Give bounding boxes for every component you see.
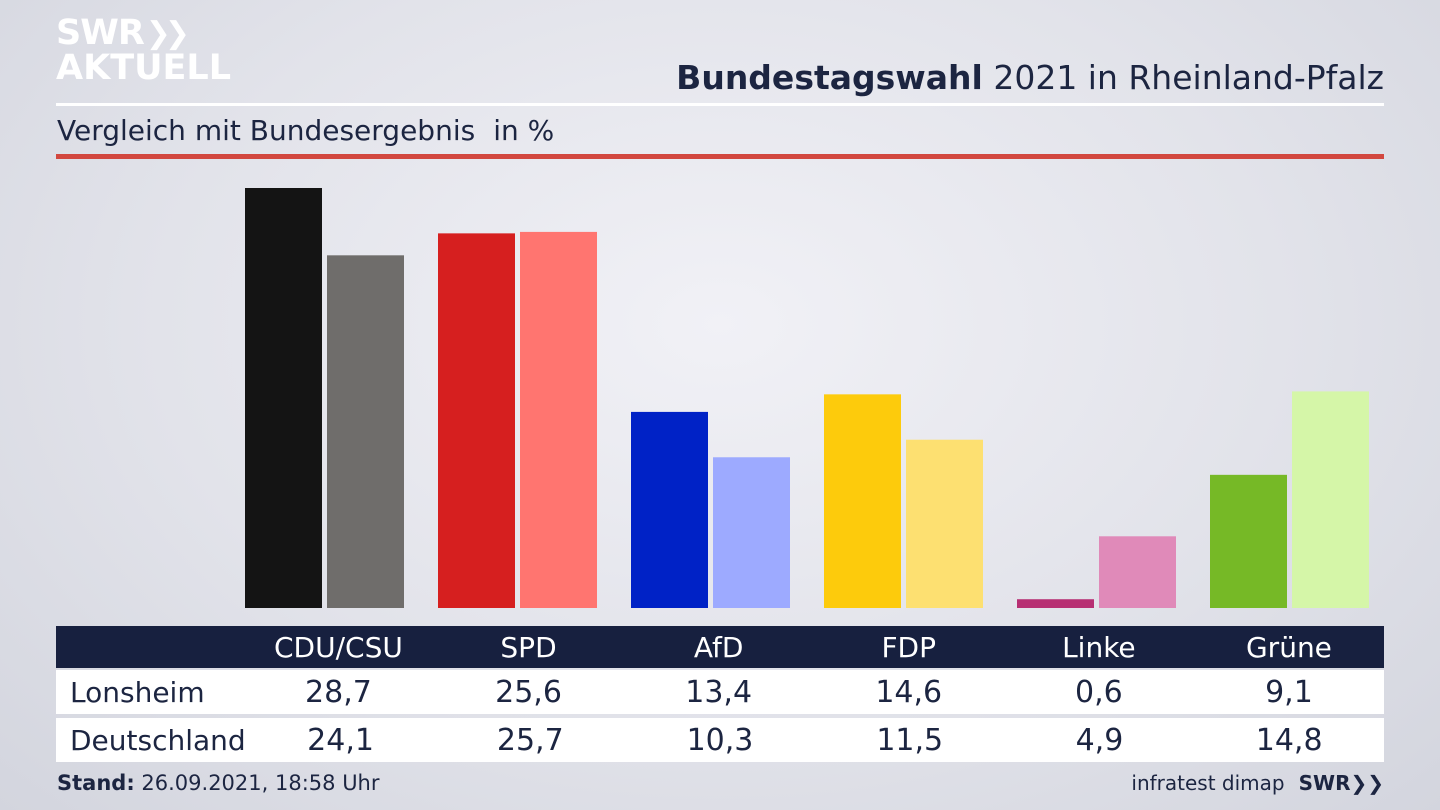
table-cell: 0,6 [1074, 674, 1123, 710]
table-cell: 9,1 [1265, 674, 1313, 710]
table-cell: 10,3 [686, 722, 754, 758]
row-label: Lonsheim [70, 675, 205, 709]
bar-lonsheim-2 [631, 411, 708, 608]
party-header-gruene: Grüne [1245, 630, 1332, 664]
source-text: infratest dimap [1131, 771, 1285, 795]
party-header-afd: AfD [693, 630, 744, 664]
header-divider [56, 103, 1384, 106]
table-cell: 14,6 [875, 674, 943, 710]
table-cell: 24,1 [307, 722, 374, 758]
unit-label: in % [493, 114, 555, 147]
title-bold: Bundestagswahl [676, 58, 983, 97]
table-cell: 14,8 [1255, 722, 1323, 758]
bar-lonsheim-5 [1210, 474, 1287, 608]
table-row-deutschland: Deutschland 24,1 25,7 10,3 11,5 4,9 14,8 [56, 718, 1384, 762]
bar-deutschland-5 [1292, 391, 1369, 608]
bar-lonsheim-1 [438, 233, 515, 609]
results-table: CDU/CSU SPD AfD FDP Linke Grüne Lonsheim… [56, 626, 1384, 762]
timestamp: Stand: 26.09.2021, 18:58 Uhr [57, 771, 380, 795]
title-rest: 2021 in Rheinland-Pfalz [993, 58, 1384, 97]
chevron-double-icon: ❯❯ [145, 15, 190, 51]
party-header-linke: Linke [1062, 630, 1136, 664]
bar-deutschland-4 [1099, 536, 1176, 608]
table-cell: 25,7 [496, 722, 564, 758]
chart-subtitle: Vergleich mit Bundesergebnis in % [57, 114, 554, 147]
table-cell: 13,4 [685, 674, 753, 710]
stand-value: 26.09.2021, 18:58 Uhr [141, 771, 380, 795]
chevron-double-icon: ❯❯ [1350, 771, 1384, 795]
subtitle-text: Vergleich mit Bundesergebnis [57, 114, 476, 147]
party-header-fdp: FDP [881, 630, 937, 664]
accent-divider [56, 154, 1384, 159]
logo-text-line2: AKTUELL [56, 48, 232, 88]
bar-lonsheim-3 [824, 394, 901, 608]
table-cell: 28,7 [305, 674, 372, 710]
party-header-spd: SPD [500, 630, 557, 664]
page-title: Bundestagswahl 2021 in Rheinland-Pfalz [676, 58, 1384, 97]
source-credit: infratest dimap SWR❯❯ [1131, 771, 1384, 795]
table-cell: 4,9 [1075, 722, 1124, 758]
stand-label: Stand: [57, 771, 135, 795]
brand-text: SWR [1298, 771, 1351, 795]
bar-lonsheim-0 [245, 188, 322, 608]
bar-deutschland-2 [713, 457, 790, 608]
swr-aktuell-logo: SWR ❯❯ AKTUELL [56, 16, 231, 86]
bar-lonsheim-4 [1017, 599, 1094, 608]
bar-deutschland-0 [327, 255, 404, 608]
party-header-cdu: CDU/CSU [273, 630, 403, 664]
logo-text-line1: SWR [56, 13, 145, 53]
bar-deutschland-1 [520, 231, 597, 608]
table-header-row: CDU/CSU SPD AfD FDP Linke Grüne [56, 626, 1384, 668]
table-row-lonsheim: Lonsheim 28,7 25,6 13,4 14,6 0,6 9,1 [56, 670, 1384, 714]
row-label: Deutschland [70, 723, 246, 757]
bar-chart [245, 188, 1369, 609]
table-cell: 25,6 [495, 674, 562, 710]
table-cell: 11,5 [876, 722, 944, 758]
swr-footer-logo: SWR❯❯ [1299, 771, 1384, 795]
bar-deutschland-3 [906, 439, 983, 608]
